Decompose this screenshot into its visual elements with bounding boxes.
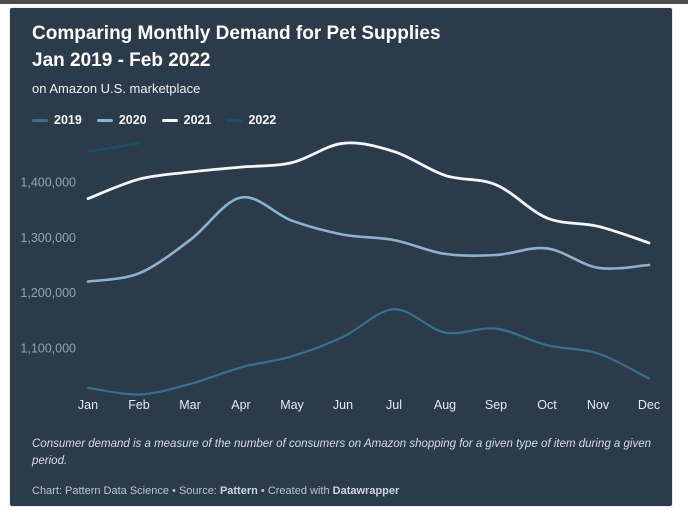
line-2022 [86, 141, 141, 153]
legend-swatch-2020 [96, 118, 113, 122]
x-axis-tick-Feb: Feb [128, 398, 150, 412]
chart-card: Comparing Monthly Demand for Pet Supplie… [10, 8, 672, 506]
credit-source-link[interactable]: Pattern [219, 485, 258, 497]
legend: 2019 2020 2021 2022 [32, 113, 276, 127]
chart-title-line2: Jan 2019 - Feb 2022 [32, 50, 211, 71]
line-chart: 1,400,000 1,300,000 1,200,000 1,100,000 Jan F… [20, 141, 660, 412]
chart-subtitle: on Amazon U.S. marketplace [32, 81, 201, 96]
legend-item-2019: 2019 [32, 113, 82, 127]
x-axis-tick-May: May [280, 398, 304, 412]
credit-chart-byline: Chart: Pattern Data Science [32, 485, 169, 497]
line-2021 [86, 141, 651, 245]
chart-credit: Chart: Pattern Data Science • Source: Pa… [32, 485, 662, 497]
legend-swatch-2022 [226, 118, 243, 122]
line-2020 [86, 196, 651, 283]
legend-label-2021: 2021 [183, 113, 212, 127]
x-axis-tick-Jun: Jun [333, 398, 353, 412]
legend-label-2022: 2022 [248, 113, 277, 127]
credit-separator: • [172, 485, 176, 497]
y-axis-tick-1,200,000: 1,200,000 [20, 286, 76, 300]
line-2019 [86, 308, 651, 396]
legend-label-2020: 2020 [118, 113, 147, 127]
legend-item-2022: 2022 [226, 113, 276, 127]
credit-source-label: Source: [178, 485, 217, 497]
credit-created-label: Created with [267, 485, 330, 497]
x-axis-tick-Aug: Aug [434, 398, 456, 412]
x-axis-tick-Mar: Mar [179, 398, 201, 412]
credit-datawrapper-link[interactable]: Datawrapper [332, 485, 400, 497]
x-axis-tick-Jul: Jul [386, 398, 402, 412]
x-axis-tick-Dec: Dec [638, 398, 660, 412]
chart-description: Consumer demand is a measure of the numb… [32, 438, 651, 467]
chart-title-line1: Comparing Monthly Demand for Pet Supplie… [32, 23, 441, 44]
legend-item-2020: 2020 [96, 113, 147, 127]
x-axis-tick-Apr: Apr [231, 398, 250, 412]
legend-swatch-2019 [32, 118, 48, 122]
legend-label-2019: 2019 [54, 113, 82, 127]
x-axis-tick-Nov: Nov [587, 398, 610, 412]
chart-title: Comparing Monthly Demand for Pet Supplie… [32, 20, 632, 74]
legend-item-2021: 2021 [161, 113, 212, 127]
x-axis-tick-Jan: Jan [78, 398, 98, 412]
y-axis-tick-1,400,000: 1,400,000 [20, 176, 76, 190]
y-axis-tick-1,100,000: 1,100,000 [20, 341, 76, 355]
x-axis-tick-Oct: Oct [537, 398, 557, 412]
y-axis-tick-1,300,000: 1,300,000 [20, 231, 76, 245]
window-top-edge [0, 0, 688, 4]
x-axis-tick-Sep: Sep [485, 398, 507, 412]
credit-separator-2: • [260, 485, 265, 497]
legend-swatch-2021 [161, 118, 178, 122]
